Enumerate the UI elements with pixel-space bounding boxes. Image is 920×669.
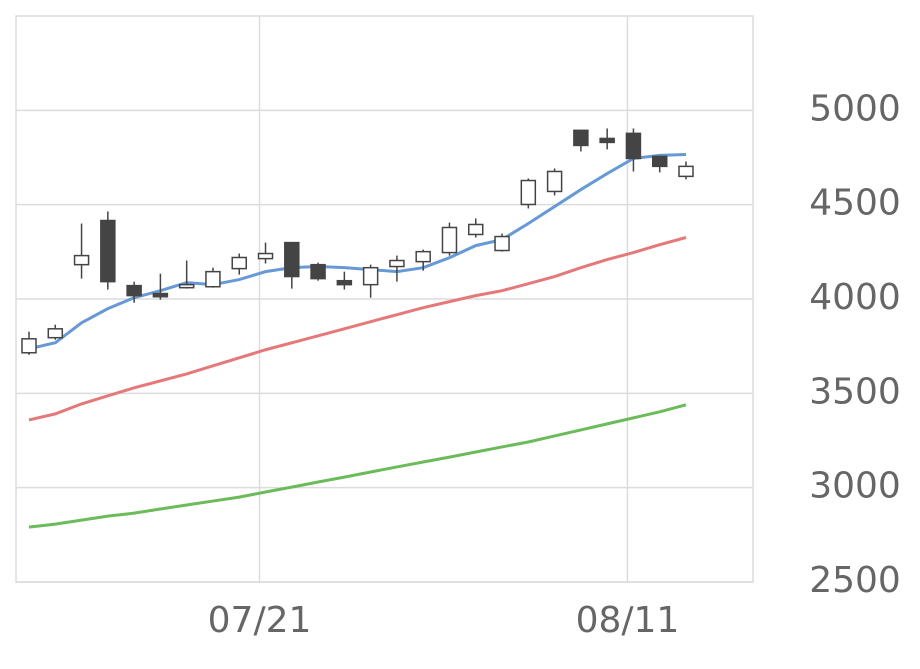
moving-average-line — [28, 152, 687, 351]
candle-body — [178, 283, 195, 289]
moving-average-line — [28, 236, 687, 422]
candle-body — [284, 241, 300, 278]
candle-body — [310, 263, 326, 280]
candle-body — [625, 132, 642, 160]
candle-body — [231, 256, 247, 270]
y-tick-label: 3500 — [809, 371, 901, 412]
y-tick-label: 4000 — [809, 277, 901, 318]
candle-body — [494, 235, 510, 252]
candle-body — [520, 179, 537, 206]
candle-body — [100, 219, 116, 283]
candle-body — [573, 129, 589, 147]
x-tick-label: 08/11 — [576, 600, 680, 641]
candle-body — [651, 155, 668, 168]
candle-body — [152, 292, 169, 298]
candle-body — [47, 328, 64, 339]
candle-body — [389, 259, 405, 268]
candle-body — [678, 165, 694, 178]
candle-body — [126, 284, 142, 297]
y-tick-label: 5000 — [809, 88, 901, 129]
candle-body — [599, 137, 615, 144]
y-tick-label: 2500 — [809, 560, 901, 601]
y-tick-label: 4500 — [809, 183, 901, 224]
y-tick-label: 3000 — [809, 466, 901, 507]
candle-body — [415, 250, 431, 263]
moving-average-line — [28, 403, 687, 529]
candle-body — [21, 338, 37, 354]
x-tick-label: 07/21 — [208, 600, 312, 641]
candle-body — [205, 270, 221, 288]
candle-body — [546, 170, 563, 193]
candle-body — [336, 279, 353, 286]
candle-body — [468, 223, 484, 236]
candle-body — [441, 226, 458, 254]
candle-body — [73, 254, 90, 266]
candle-body — [362, 266, 379, 286]
candle-body — [257, 252, 274, 260]
